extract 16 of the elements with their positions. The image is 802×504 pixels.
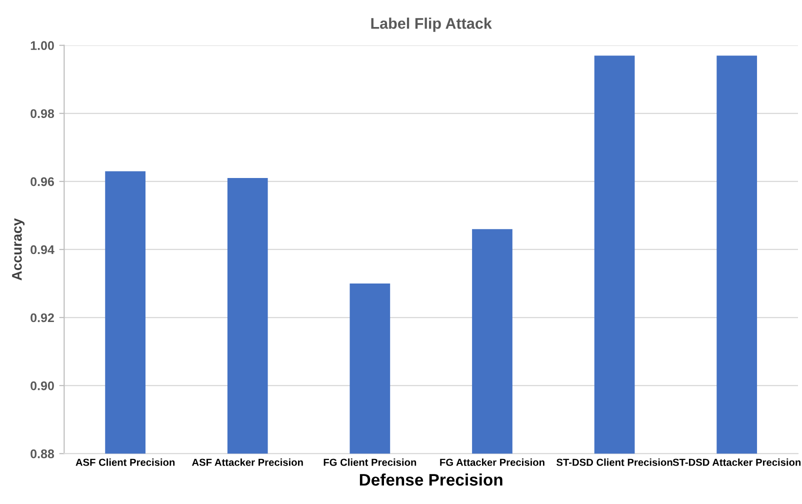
chart-title: Label Flip Attack xyxy=(371,18,492,32)
y-tick-label: 0.92 xyxy=(30,313,54,322)
x-axis-title: Defense Precision xyxy=(360,473,502,486)
x-tick-label: FG Client Precision xyxy=(324,458,416,466)
y-axis-title: Accuracy xyxy=(12,218,25,280)
y-tick-label: 1.00 xyxy=(30,41,54,50)
x-tick-label: ST-DSD Attacker Precision xyxy=(672,458,801,466)
y-tick-label: 0.94 xyxy=(30,245,54,254)
y-tick-label: 0.90 xyxy=(30,381,54,390)
x-tick-label: FG Attacker Precision xyxy=(440,458,544,466)
x-tick-label: ST-DSD Client Precision xyxy=(556,458,672,466)
y-tick-label: 0.96 xyxy=(30,177,54,186)
x-tick-label: ASF Client Precision xyxy=(76,458,175,466)
y-tick-label: 0.88 xyxy=(30,449,54,458)
x-tick-label: ASF Attacker Precision xyxy=(192,458,303,466)
y-tick-label: 0.98 xyxy=(30,109,54,118)
